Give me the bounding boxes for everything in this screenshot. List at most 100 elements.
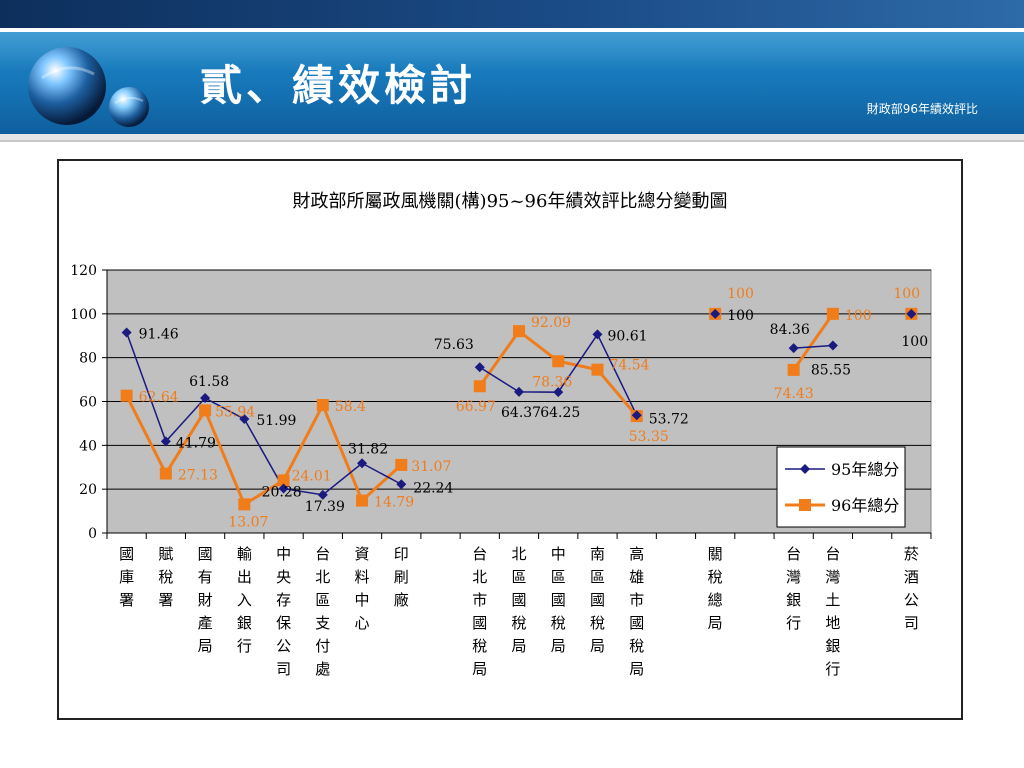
series-96-point	[591, 363, 604, 376]
series-95-point	[514, 386, 524, 397]
sphere-logo-icon	[28, 47, 149, 127]
x-tick-label: 總	[708, 591, 723, 609]
x-tick-label: 稅	[511, 614, 526, 632]
series-96-data-label: 58.4	[335, 399, 366, 415]
series-95-data-label: 41.79	[176, 435, 216, 451]
series-96-point	[395, 458, 408, 471]
series-95-point	[788, 343, 799, 354]
series-96-data-label: 100	[893, 286, 920, 302]
series-96-data-label: 24.01	[292, 468, 332, 484]
series-95-data-label: 100	[727, 308, 754, 324]
series-96-data-label: 74.54	[609, 358, 649, 374]
x-tick-label: 區	[551, 568, 566, 586]
x-tick-label: 國	[472, 614, 487, 632]
legend-96-marker	[799, 499, 811, 511]
x-tick-label: 國	[198, 545, 213, 563]
series-96-data-label: 14.79	[374, 495, 414, 511]
series-95-point	[121, 327, 132, 338]
x-tick-label: 稅	[158, 568, 173, 586]
series-95-point	[278, 483, 289, 494]
series-96-point	[826, 307, 839, 320]
x-tick-label: 司	[276, 660, 291, 678]
x-tick-label: 局	[472, 660, 487, 678]
series-95-data-label: 75.63	[434, 337, 474, 353]
series-95-data-label: 31.82	[348, 441, 388, 457]
series-96-data-label: 27.13	[178, 468, 218, 484]
x-tick-label: 銀	[825, 637, 840, 655]
x-tick-label: 市	[629, 591, 644, 609]
series-95-point	[474, 362, 485, 373]
series-96-data-label: 100	[845, 308, 872, 324]
x-tick-label: 稅	[708, 568, 723, 586]
series-95-data-label: 53.72	[649, 411, 689, 427]
x-tick-label: 刷	[394, 568, 409, 586]
y-tick-label: 60	[79, 395, 97, 411]
y-tick-label: 40	[79, 438, 97, 454]
x-tick-label: 高	[629, 545, 644, 563]
x-tick-label: 稅	[629, 637, 644, 655]
series-95-data-label: 64.25	[540, 405, 580, 421]
x-tick-label: 處	[315, 660, 330, 678]
series-96-data-label: 74.43	[774, 386, 814, 402]
series-96-point	[787, 363, 800, 376]
x-tick-label: 資	[355, 545, 370, 563]
x-tick-label: 公	[276, 637, 291, 655]
y-tick-label: 20	[79, 482, 97, 498]
series-95-point	[357, 458, 368, 469]
series-95-point	[592, 329, 603, 340]
banner-shine	[0, 32, 1024, 72]
top-dark-bar	[0, 0, 1024, 28]
x-tick-label: 酒	[904, 568, 919, 586]
x-tick-label: 北	[315, 568, 330, 586]
x-tick-label: 菸	[904, 545, 919, 563]
x-tick-label: 局	[198, 637, 213, 655]
y-tick-label: 80	[79, 351, 97, 367]
legend-box	[776, 446, 906, 528]
series-95-data-label: 84.36	[770, 322, 810, 338]
series-96-data-label: 55.94	[215, 404, 255, 420]
x-tick-label: 國	[629, 614, 644, 632]
series-96-point	[277, 474, 290, 487]
x-tick-label: 付	[315, 637, 330, 655]
x-tick-label: 稅	[590, 614, 605, 632]
x-tick-label: 台	[315, 545, 330, 563]
x-tick-label: 輸	[237, 545, 252, 563]
x-tick-label: 印	[394, 545, 409, 563]
x-tick-label: 土	[825, 591, 840, 609]
series-95-data-label: 61.58	[189, 374, 229, 390]
series-96-line	[125, 395, 403, 507]
x-tick-label: 出	[237, 568, 252, 586]
series-95-data-label: 91.46	[139, 327, 179, 343]
x-tick-label: 國	[551, 591, 566, 609]
series-95-line	[125, 332, 402, 496]
x-tick-label: 保	[276, 614, 291, 632]
x-tick-label: 稅	[472, 637, 487, 655]
series-95-data-label: 100	[901, 334, 928, 350]
series-96-point	[159, 467, 172, 480]
series-95-point	[553, 387, 564, 398]
banner-underline-dark	[0, 140, 1024, 142]
x-tick-label: 料	[355, 568, 370, 586]
x-tick-label: 中	[551, 545, 566, 563]
series-96-data-label: 53.35	[629, 429, 669, 445]
series-96-point	[552, 355, 565, 368]
x-tick-label: 北	[511, 545, 526, 563]
x-tick-label: 雄	[629, 568, 644, 586]
x-tick-label: 署	[119, 591, 134, 609]
x-tick-label: 司	[904, 614, 919, 632]
banner-underline	[0, 134, 1024, 140]
series-95-data-label: 64.37	[501, 405, 541, 421]
x-tick-label: 國	[590, 591, 605, 609]
x-tick-label: 入	[237, 591, 252, 609]
series-95-point	[827, 340, 838, 351]
x-tick-label: 灣	[825, 568, 840, 586]
series-95-point	[200, 393, 211, 404]
x-tick-label: 國	[119, 545, 134, 563]
x-tick-label: 區	[590, 568, 605, 586]
chart-frame: 財政部所屬政風機關(構)95~96年績效評比總分變動圖 0 20 40 60 80 100 1…	[57, 159, 963, 720]
x-tick-label: 財	[198, 591, 213, 609]
x-tick-label: 心	[355, 614, 370, 632]
legend-95-marker	[800, 464, 810, 474]
x-tick-label: 銀	[237, 614, 252, 632]
series-96-data-label: 13.07	[228, 514, 268, 530]
